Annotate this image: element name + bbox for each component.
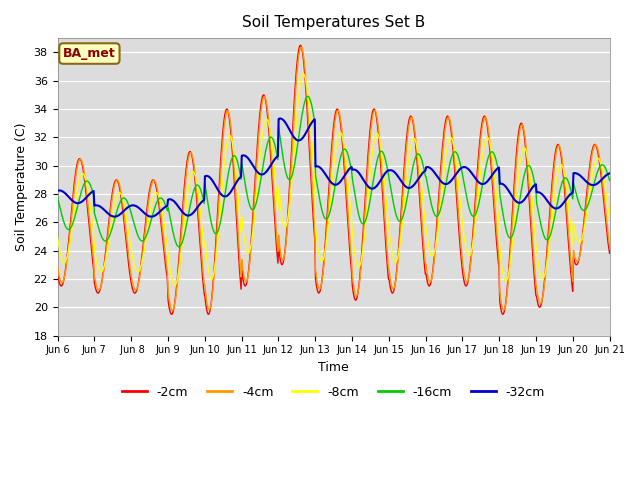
-32cm [54, 188, 61, 193]
-2cm [296, 42, 304, 48]
-32cm [419, 170, 426, 176]
-4cm [54, 263, 61, 269]
-16cm [54, 195, 61, 201]
-8cm [54, 234, 61, 240]
-2cm [401, 149, 409, 155]
-8cm [419, 190, 426, 195]
-2cm [54, 271, 61, 277]
-8cm [605, 216, 613, 221]
-2cm [605, 251, 613, 256]
-16cm [403, 201, 410, 206]
-2cm [499, 312, 507, 317]
-4cm [177, 234, 185, 240]
Line: -4cm: -4cm [58, 47, 609, 311]
-8cm [300, 71, 307, 77]
-4cm [605, 243, 613, 249]
-32cm [177, 207, 185, 213]
-2cm [177, 236, 184, 242]
X-axis label: Time: Time [318, 361, 349, 374]
-16cm [63, 226, 71, 232]
-32cm [605, 170, 613, 176]
Line: -8cm: -8cm [58, 74, 609, 286]
Title: Soil Temperatures Set B: Soil Temperatures Set B [242, 15, 425, 30]
-32cm [63, 193, 71, 199]
-16cm [605, 178, 613, 183]
-32cm [120, 207, 128, 213]
-16cm [175, 244, 182, 250]
-16cm [419, 159, 426, 165]
-2cm [120, 221, 128, 227]
-2cm [418, 223, 426, 229]
Text: BA_met: BA_met [63, 47, 116, 60]
Line: -2cm: -2cm [58, 45, 609, 314]
-16cm [304, 94, 312, 99]
-8cm [120, 203, 128, 209]
-32cm [207, 175, 214, 181]
-2cm [63, 250, 71, 255]
-4cm [207, 305, 214, 311]
-4cm [419, 221, 426, 227]
-4cm [297, 44, 305, 50]
-4cm [63, 254, 71, 260]
-16cm [207, 215, 214, 221]
-4cm [403, 149, 410, 155]
Line: -16cm: -16cm [58, 96, 609, 247]
-8cm [177, 251, 185, 256]
Legend: -2cm, -4cm, -8cm, -16cm, -32cm: -2cm, -4cm, -8cm, -16cm, -32cm [117, 381, 550, 404]
-16cm [177, 242, 185, 248]
-32cm [147, 214, 155, 219]
Y-axis label: Soil Temperature (C): Soil Temperature (C) [15, 122, 28, 251]
-8cm [63, 252, 71, 258]
-8cm [207, 276, 214, 281]
-8cm [170, 283, 178, 288]
-2cm [205, 310, 213, 315]
-4cm [120, 214, 128, 219]
Line: -32cm: -32cm [58, 119, 609, 216]
-32cm [403, 184, 410, 190]
-32cm [276, 116, 284, 121]
-4cm [169, 308, 177, 313]
-8cm [403, 181, 410, 187]
-16cm [120, 195, 128, 201]
